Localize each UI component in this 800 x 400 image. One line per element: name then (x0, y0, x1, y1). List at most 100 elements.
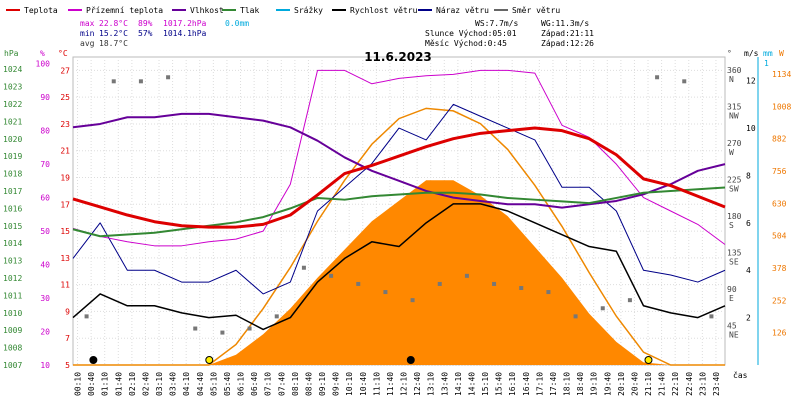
pct-tick-label: 100 (36, 60, 51, 69)
ms-tick-label: 10 (746, 124, 756, 133)
dir-name-label: SE (729, 258, 739, 267)
dir-tick-label: 90 (727, 285, 737, 294)
temp-tick-label: 23 (60, 120, 70, 129)
x-tick-label: 10:10 (345, 372, 354, 396)
legend-label: Tlak (240, 6, 259, 15)
x-tick-label: 13:10 (427, 372, 436, 396)
x-tick-label: 07:10 (264, 372, 273, 396)
x-tick-label: 01:10 (101, 372, 110, 396)
pct-tick-label: 90 (40, 93, 50, 102)
x-tick-label: 19:10 (590, 372, 599, 396)
x-tick-label: 03:40 (169, 372, 178, 396)
w-tick-label: 630 (772, 199, 787, 208)
info-moon-set: Západ:12:26 (541, 39, 594, 48)
wind-direction-point (546, 290, 551, 295)
ground-temperature-line (72, 69, 726, 247)
x-tick-label: 06:40 (250, 372, 259, 396)
dir-tick-label: 270 (727, 139, 742, 148)
wind-direction-point (682, 79, 687, 84)
w-unit: W (779, 49, 784, 58)
hpa-tick-label: 1018 (3, 170, 22, 179)
x-tick-label: 20:40 (630, 372, 639, 396)
hpa-tick-label: 1013 (3, 257, 22, 266)
moonset-marker (406, 356, 415, 364)
wind-direction-point (220, 330, 225, 335)
w-tick-label: 252 (772, 296, 787, 305)
temp-tick-label: 21 (60, 147, 70, 156)
x-tick-label: 16:40 (522, 372, 531, 396)
dir-name-label: W (729, 148, 734, 157)
x-tick-label: 22:40 (685, 372, 694, 396)
legend: Teplota Přízemní teplota Vlhkost Tlak Srážky… (6, 6, 560, 15)
dir-unit: ° (727, 49, 732, 58)
hpa-tick-label: 1012 (3, 274, 22, 283)
temp-tick-label: 25 (60, 93, 70, 102)
wind-direction-point (356, 281, 361, 286)
hpa-tick-label: 1008 (3, 344, 22, 353)
x-tick-label: 11:40 (386, 372, 395, 396)
sunset-marker (644, 356, 653, 364)
wind-direction-point (138, 79, 143, 84)
x-tick-label: 11:10 (372, 372, 381, 396)
x-tick-label: 10:40 (359, 372, 368, 396)
dir-name-label: NW (729, 112, 739, 121)
info-sun-set: Západ:21:11 (541, 29, 594, 38)
x-tick-label: 18:10 (563, 372, 572, 396)
stats-min-temp: 15.2°C (99, 29, 128, 38)
stats-max-press: 1017.2hPa (163, 19, 207, 28)
legend-label: Směr větru (512, 6, 560, 15)
temp-tick-label: 13 (60, 254, 70, 263)
wind-direction-point (193, 326, 198, 331)
x-tick-label: 07:40 (277, 372, 286, 396)
x-tick-label: 09:10 (318, 372, 327, 396)
wind-direction-dots (84, 75, 714, 335)
wind-gust-line (72, 103, 726, 295)
x-tick-label: 05:10 (209, 372, 218, 396)
x-tick-label: 20:10 (617, 372, 626, 396)
x-tick-label: 19:40 (603, 372, 612, 396)
legend-label: Vlhkost (190, 6, 224, 15)
dir-name-label: S (729, 221, 734, 230)
humidity-line (72, 112, 726, 209)
temperature-line (72, 126, 726, 229)
dir-name-label: SW (729, 185, 739, 194)
ms-tick-label: 4 (746, 266, 751, 275)
x-tick-label: 04:10 (182, 372, 191, 396)
dir-name-label: N (729, 75, 734, 84)
wind-direction-point (111, 79, 116, 84)
w-tick-label: 1134 (772, 70, 791, 79)
wind-direction-point (600, 306, 605, 311)
x-unit: čas (733, 370, 748, 380)
pct-tick-label: 10 (40, 361, 50, 370)
ms-tick-label: 12 (746, 77, 756, 86)
x-tick-label: 17:10 (535, 372, 544, 396)
x-tick-label: 15:40 (495, 372, 504, 396)
dir-name-label: E (729, 294, 734, 303)
w-tick-label: 756 (772, 167, 787, 176)
pct-tick-label: 70 (40, 160, 50, 169)
x-tick-label: 03:10 (155, 372, 164, 396)
stats-block: max 22.8°C 89% 1017.2hPa 0.0mm min 15.2°… (80, 19, 249, 48)
info-block: WS:7.7m/s WG:11.3m/s Slunce Východ:05:01… (425, 19, 594, 48)
pct-tick-label: 50 (40, 227, 50, 236)
x-tick-label: 23:40 (712, 372, 721, 396)
temp-tick-label: 15 (60, 227, 70, 236)
wind-direction-point (84, 314, 89, 319)
dir-tick-label: 225 (727, 176, 742, 185)
hpa-tick-label: 1019 (3, 152, 22, 161)
x-tick-label: 15:10 (481, 372, 490, 396)
x-tick-label: 08:40 (304, 372, 313, 396)
series-lines (72, 69, 726, 364)
w-tick-label: 882 (772, 135, 787, 144)
x-tick-label: 14:10 (454, 372, 463, 396)
stats-max-label: max (80, 19, 95, 28)
wind-direction-point (437, 281, 442, 286)
solar-radiation-area (73, 180, 725, 365)
x-tick-label: 05:40 (223, 372, 232, 396)
moonrise-marker (89, 356, 98, 364)
x-tick-label: 00:40 (87, 372, 96, 396)
info-ws: WS:7.7m/s (475, 19, 519, 28)
mm-unit: mm (763, 49, 773, 58)
